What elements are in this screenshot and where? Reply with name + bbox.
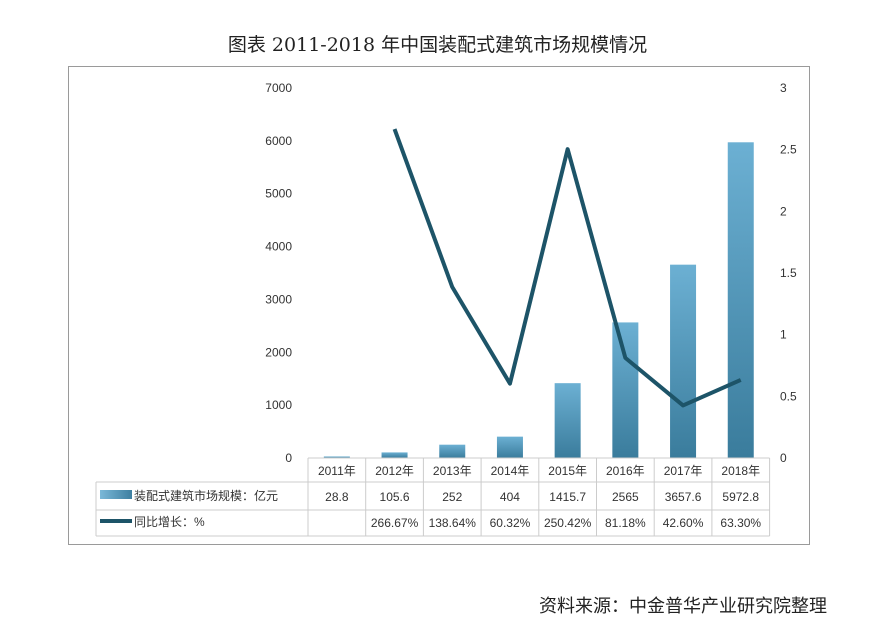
right-axis-tick: 1 — [780, 328, 787, 342]
left-axis-tick: 5000 — [265, 187, 292, 201]
right-axis-tick: 3 — [780, 81, 787, 95]
line-data-label: 138.64% — [429, 516, 477, 530]
left-axis-tick: 2000 — [265, 345, 292, 359]
left-axis-tick: 7000 — [265, 81, 292, 95]
right-axis-tick: 1.5 — [780, 266, 797, 280]
category-label: 2015年 — [548, 464, 587, 478]
bar — [612, 322, 639, 458]
bar-data-label: 5972.8 — [722, 490, 759, 504]
growth-line — [392, 128, 742, 408]
left-axis-tick: 0 — [285, 451, 292, 465]
bar — [439, 444, 466, 458]
category-label: 2011年 — [318, 464, 356, 478]
line-data-label: 42.60% — [663, 516, 704, 530]
chart-title: 图表 2011-2018 年中国装配式建筑市场规模情况 — [227, 34, 648, 56]
right-axis-tick: 2.5 — [780, 143, 797, 157]
category-label: 2012年 — [375, 464, 414, 478]
line-data-label: 250.42% — [544, 516, 592, 530]
bar-legend-swatch — [100, 490, 132, 499]
category-label: 2013年 — [433, 464, 472, 478]
left-axis-tick: 1000 — [265, 398, 292, 412]
line-legend-label: 同比增长：% — [134, 515, 205, 529]
line-data-label: 81.18% — [605, 516, 646, 530]
line-data-label: 63.30% — [720, 516, 761, 530]
bar — [381, 452, 408, 458]
right-axis-tick: 0 — [780, 451, 787, 465]
bar-data-label: 3657.6 — [665, 490, 702, 504]
chart-frame — [68, 66, 810, 545]
bar-data-label: 105.6 — [380, 490, 410, 504]
category-label: 2014年 — [491, 464, 530, 478]
category-label: 2018年 — [721, 464, 760, 478]
bar-legend-label: 装配式建筑市场规模：亿元 — [134, 488, 278, 503]
left-axis-tick: 4000 — [265, 240, 292, 254]
line-data-label: 266.67% — [371, 516, 419, 530]
bar-data-label: 1415.7 — [549, 490, 586, 504]
category-label: 2017年 — [664, 464, 703, 478]
right-axis-tick: 0.5 — [780, 389, 797, 403]
line-data-label: 60.32% — [490, 516, 531, 530]
category-label: 2016年 — [606, 464, 645, 478]
bar-data-label: 2565 — [612, 490, 639, 504]
left-axis-tick: 3000 — [265, 292, 292, 306]
bar-data-label: 404 — [500, 490, 520, 504]
bar — [496, 436, 523, 458]
bar — [670, 264, 697, 458]
bar-data-label: 252 — [442, 490, 462, 504]
bar — [554, 383, 581, 458]
bar — [727, 142, 754, 458]
source-note: 资料来源：中金普华产业研究院整理 — [539, 596, 827, 617]
right-axis-tick: 2 — [780, 204, 787, 218]
bar — [323, 456, 350, 458]
bar-data-label: 28.8 — [325, 490, 349, 504]
left-axis-tick: 6000 — [265, 134, 292, 148]
